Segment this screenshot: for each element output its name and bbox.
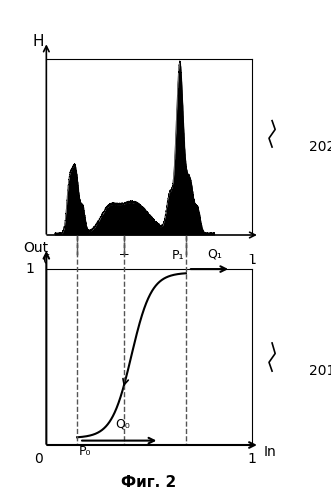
- Text: 0: 0: [42, 252, 51, 266]
- Text: 1: 1: [25, 262, 34, 276]
- Text: P₀: P₀: [79, 445, 92, 458]
- Text: 201: 201: [309, 364, 331, 378]
- Text: T: T: [120, 252, 128, 266]
- Text: Q₀: Q₀: [115, 418, 130, 431]
- Text: Фиг. 2: Фиг. 2: [121, 475, 176, 490]
- Text: 1: 1: [247, 252, 256, 266]
- Text: 1: 1: [247, 452, 256, 466]
- Text: Q₁: Q₁: [207, 248, 222, 260]
- Text: 0: 0: [34, 452, 42, 466]
- Text: Out: Out: [24, 241, 49, 255]
- Text: 202: 202: [309, 140, 331, 154]
- Text: P₁: P₁: [171, 249, 184, 262]
- Text: In: In: [264, 445, 277, 459]
- Text: H: H: [32, 34, 44, 49]
